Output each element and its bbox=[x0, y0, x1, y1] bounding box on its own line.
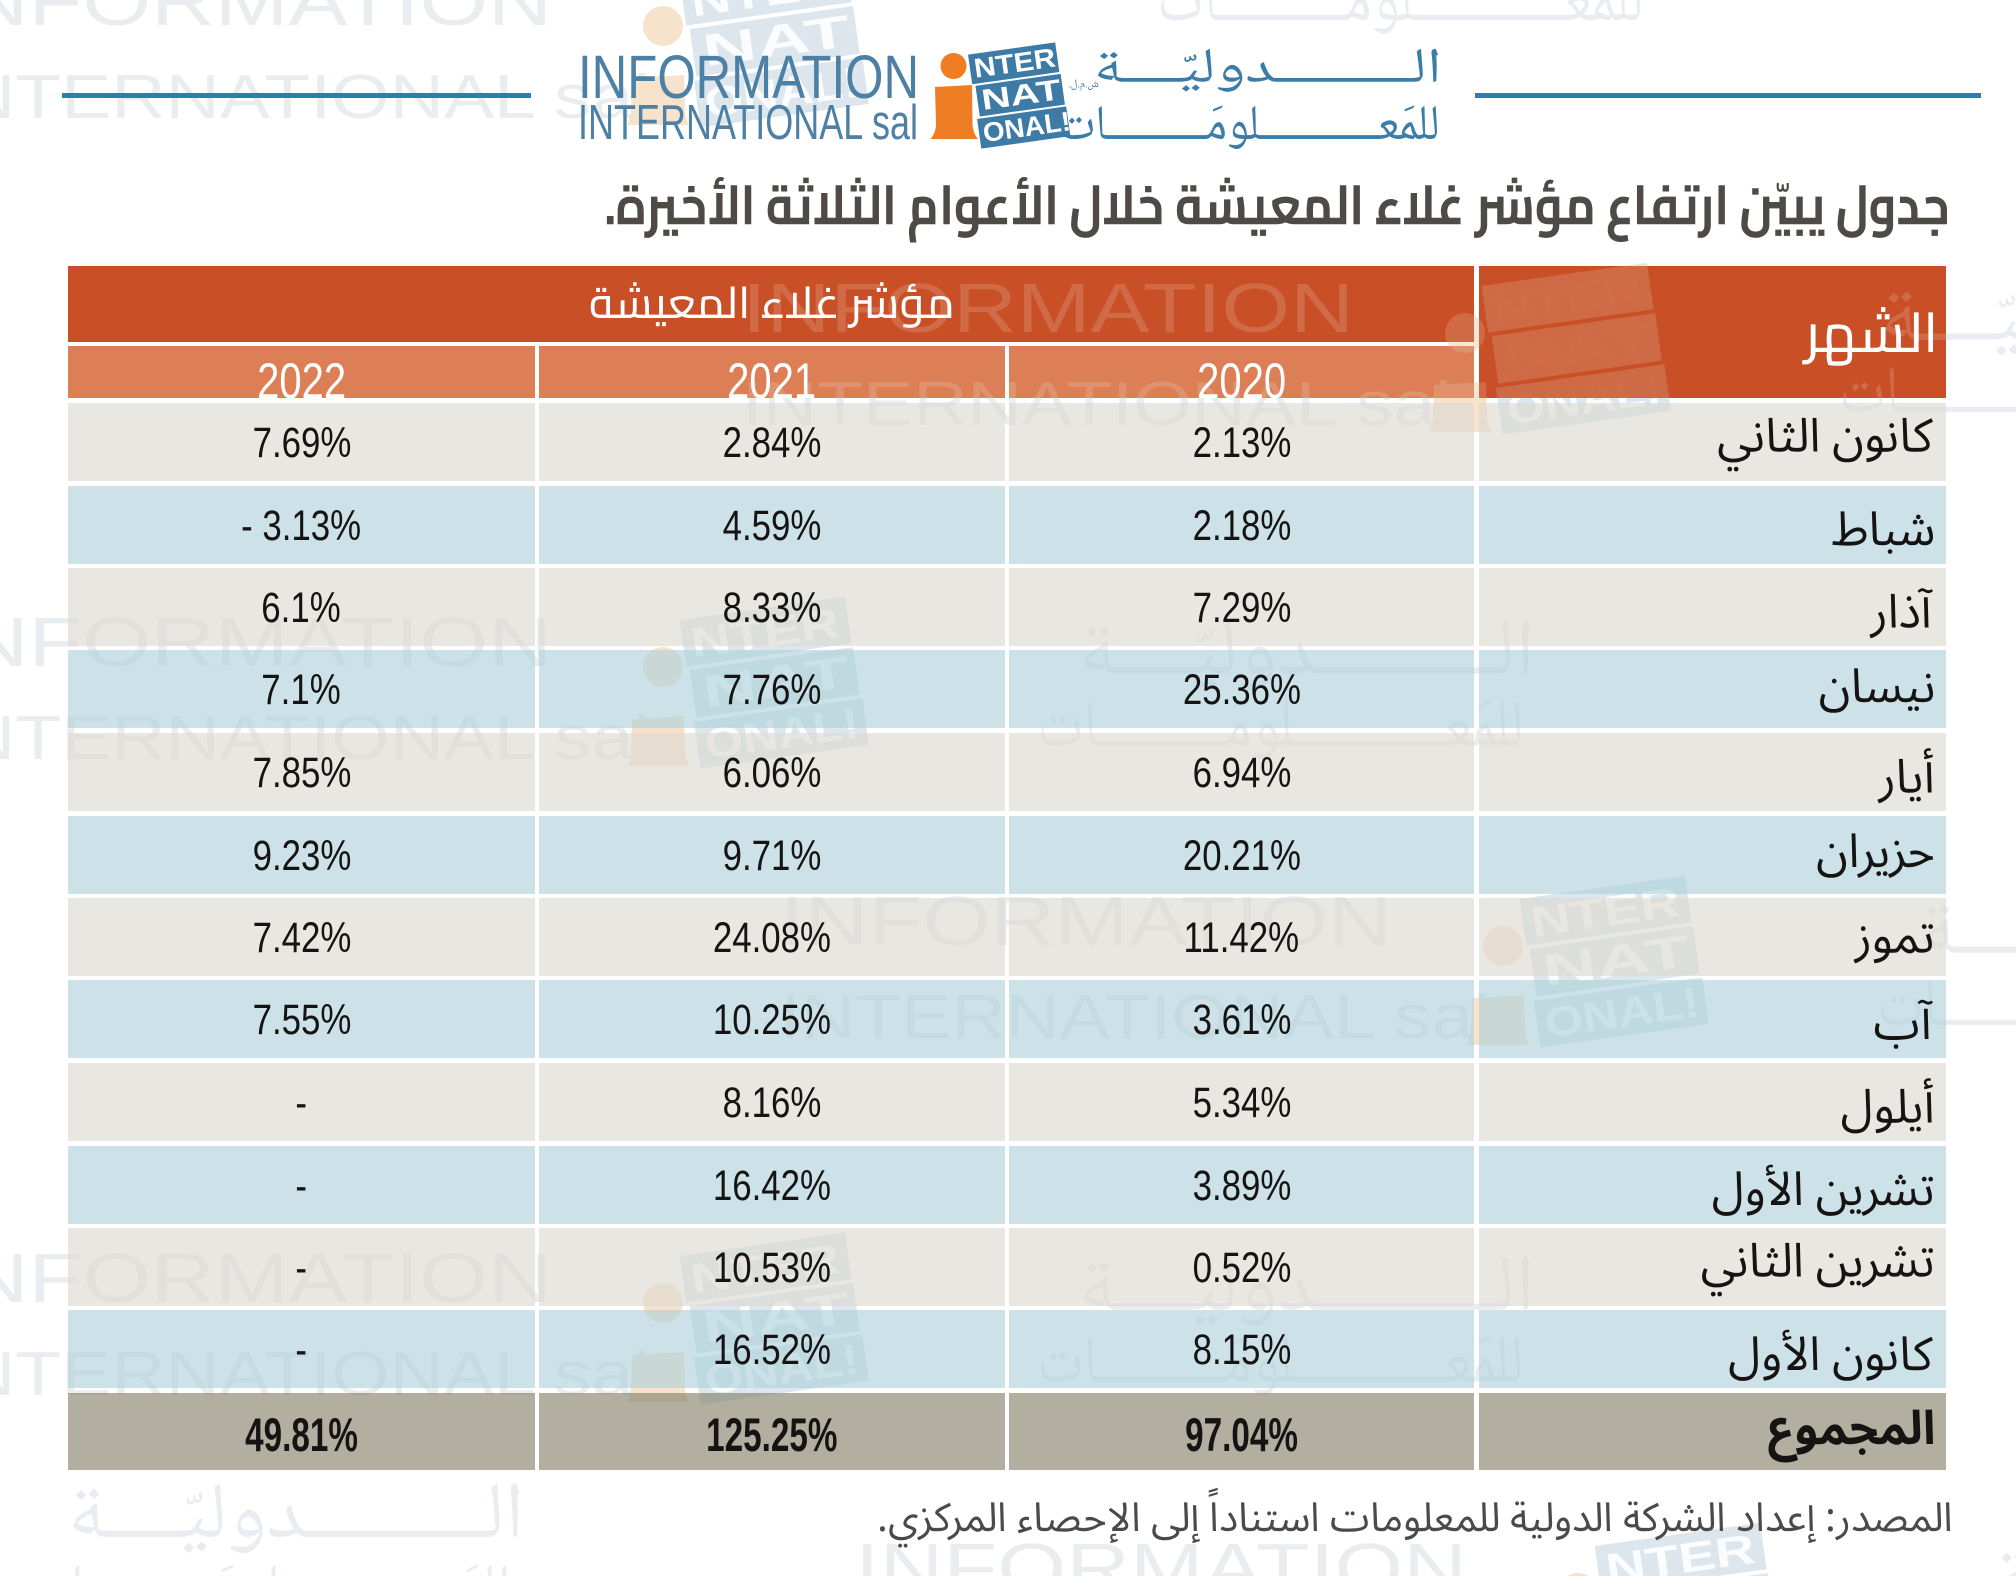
svg-text:INTERNATIONAL sal: INTERNATIONAL sal bbox=[742, 370, 1452, 439]
svg-text:INFORMATION: INFORMATION bbox=[0, 0, 552, 40]
svg-text:INTERNATIONAL sal: INTERNATIONAL sal bbox=[578, 96, 918, 150]
svg-text:INFORMATION: INFORMATION bbox=[578, 43, 919, 112]
svg-text:INFORMATION: INFORMATION bbox=[742, 269, 1354, 347]
